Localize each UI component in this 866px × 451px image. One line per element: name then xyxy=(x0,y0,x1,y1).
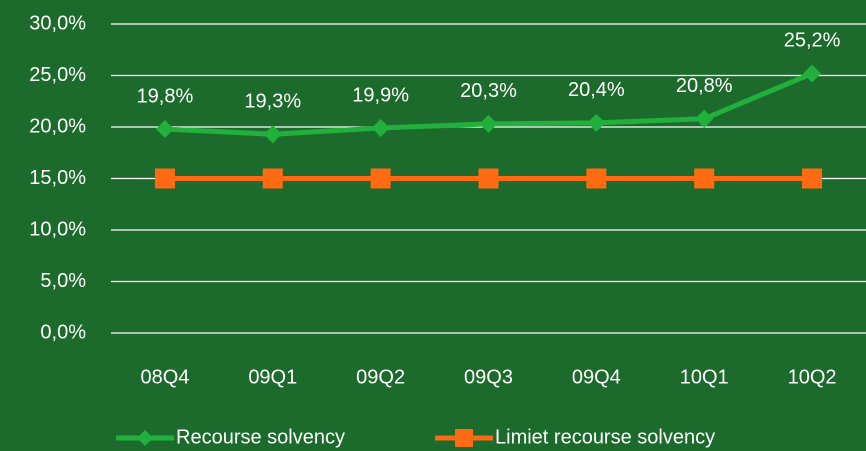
marker xyxy=(803,64,822,83)
x-tick-label: 08Q4 xyxy=(140,366,189,388)
marker xyxy=(370,168,391,189)
data-label: 19,3% xyxy=(244,90,301,112)
marker xyxy=(479,114,498,133)
y-tick-label: 15,0% xyxy=(29,167,86,189)
legend-label: Recourse solvency xyxy=(176,426,345,448)
y-tick-label: 0,0% xyxy=(40,321,86,343)
marker xyxy=(587,113,606,132)
marker xyxy=(802,168,823,189)
marker xyxy=(586,168,607,189)
marker xyxy=(263,125,282,144)
x-tick-label: 10Q2 xyxy=(788,366,837,388)
y-tick-label: 5,0% xyxy=(40,270,86,292)
x-tick-label: 09Q4 xyxy=(572,366,621,388)
legend-marker xyxy=(455,429,473,447)
y-tick-label: 20,0% xyxy=(29,115,86,137)
marker xyxy=(155,120,174,139)
x-tick-label: 09Q2 xyxy=(356,366,405,388)
data-label: 20,3% xyxy=(460,80,517,102)
data-label: 20,4% xyxy=(568,79,625,101)
marker xyxy=(154,168,175,189)
x-tick-label: 09Q3 xyxy=(464,366,513,388)
legend-label: Limiet recourse solvency xyxy=(495,426,715,448)
x-tick-label: 09Q1 xyxy=(248,366,297,388)
data-label: 19,8% xyxy=(137,85,194,107)
marker xyxy=(695,109,714,128)
legend-marker xyxy=(137,430,153,446)
y-tick-label: 30,0% xyxy=(29,12,86,34)
y-tick-label: 10,0% xyxy=(29,218,86,240)
data-label: 19,9% xyxy=(352,84,409,106)
data-label: 25,2% xyxy=(784,30,841,52)
marker xyxy=(371,119,390,138)
y-tick-label: 25,0% xyxy=(29,64,86,86)
data-label: 20,8% xyxy=(676,75,733,97)
marker xyxy=(694,168,715,189)
marker xyxy=(262,168,283,189)
x-tick-label: 10Q1 xyxy=(680,366,729,388)
marker xyxy=(478,168,499,189)
